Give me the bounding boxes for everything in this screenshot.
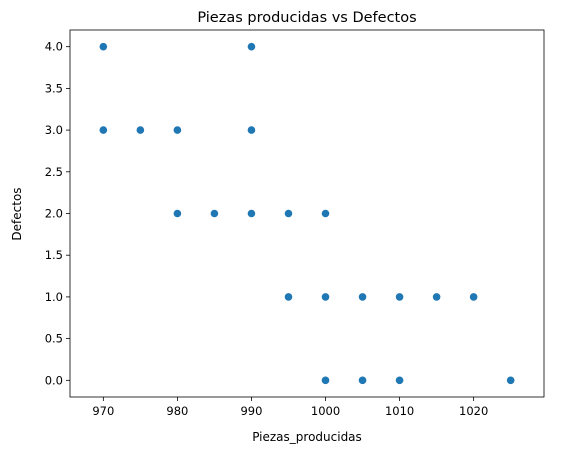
data-point — [284, 209, 293, 218]
data-point — [395, 376, 404, 385]
x-tick-label: 1010 — [385, 404, 414, 418]
data-point — [506, 376, 515, 385]
y-tick-label: 0.5 — [45, 332, 63, 346]
x-tick-label: 1020 — [459, 404, 488, 418]
data-points — [99, 42, 515, 385]
axis-ticks: 970 980 990 1000 1010 1020 0.0 0.5 1.0 1.5 2.0 2.5 3… — [45, 40, 489, 418]
x-axis-label: Piezas_producidas — [252, 430, 362, 444]
data-point — [395, 293, 404, 301]
y-tick-label: 1.5 — [45, 248, 63, 262]
y-tick-label: 0.0 — [45, 373, 63, 387]
y-tick-label: 3.0 — [45, 123, 63, 137]
data-point — [173, 209, 182, 218]
x-tick-label: 990 — [240, 404, 262, 418]
data-point — [358, 376, 367, 385]
y-axis-label: Defectos — [10, 187, 24, 240]
data-point — [284, 293, 293, 301]
plot-frame — [69, 29, 545, 398]
data-point — [321, 376, 330, 385]
data-point — [321, 293, 330, 301]
data-point — [99, 42, 108, 51]
data-point — [432, 293, 441, 301]
x-tick-label: 970 — [92, 404, 114, 418]
x-tick-label: 1000 — [311, 404, 340, 418]
data-point — [173, 126, 182, 134]
data-point — [210, 209, 219, 218]
y-tick-label: 2.0 — [45, 207, 63, 221]
y-tick-label: 4.0 — [45, 40, 63, 54]
data-point — [247, 42, 256, 51]
y-tick-label: 2.5 — [45, 165, 63, 179]
y-tick-label: 1.0 — [45, 290, 63, 304]
data-point — [247, 126, 256, 134]
data-point — [358, 293, 367, 301]
y-tick-label: 3.5 — [45, 81, 63, 95]
data-point — [136, 126, 145, 134]
x-tick-label: 980 — [166, 404, 188, 418]
data-point — [247, 209, 256, 218]
chart-title: Piezas producidas vs Defectos — [197, 10, 416, 26]
data-point — [99, 126, 108, 134]
data-point — [469, 293, 478, 301]
data-point — [321, 209, 330, 218]
